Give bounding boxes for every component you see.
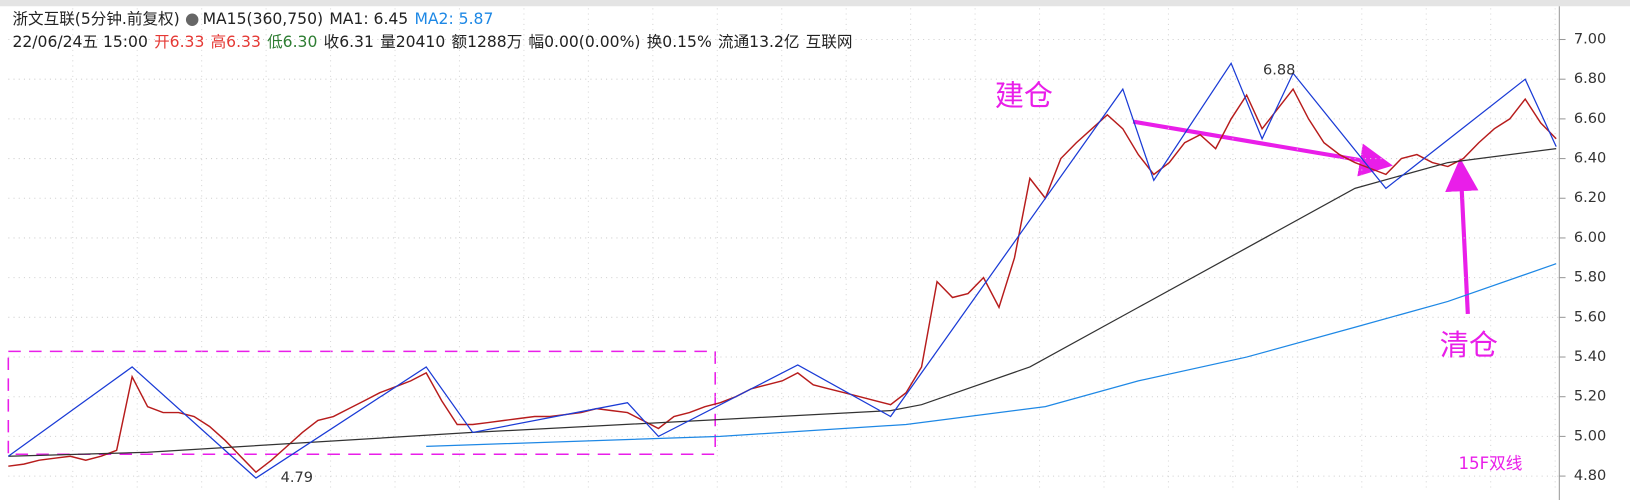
header-item: 开6.33 (154, 33, 204, 51)
header-item: 低6.30 (267, 33, 317, 51)
annotation: 建仓 (995, 79, 1053, 113)
y-tick-label: 5.80 (1574, 269, 1606, 286)
clear-arrow (1445, 158, 1479, 315)
info-icon (185, 13, 199, 26)
header-item: MA2: 5.87 (414, 10, 493, 28)
header-item: 22/06/24五 15:00 (12, 33, 147, 51)
y-tick-label: 5.40 (1574, 348, 1606, 365)
header-item: 流通13.2亿 (718, 33, 799, 51)
build-arrow (1132, 119, 1393, 177)
range-box (7, 350, 716, 456)
y-tick-label: 6.80 (1574, 70, 1606, 87)
series-zigzag (7, 61, 1557, 479)
header-item: MA15(360,750) (203, 10, 324, 28)
series-price (8, 87, 1557, 474)
y-tick-label: 4.80 (1574, 467, 1606, 484)
annotation: 6.88 (1263, 62, 1295, 79)
series-ma1 (8, 148, 1557, 457)
y-tick-label: 7.00 (1574, 31, 1606, 48)
y-tick-label: 6.00 (1574, 229, 1606, 246)
header-item: 互联网 (806, 33, 853, 51)
header-item: 换0.15% (647, 33, 712, 51)
annotation: 清仓 (1440, 328, 1498, 362)
series-ma2 (426, 263, 1557, 447)
annotation: 4.79 (281, 469, 313, 486)
y-tick-label: 5.00 (1574, 427, 1606, 444)
y-tick-label: 5.60 (1574, 308, 1606, 325)
header-item: 额1288万 (451, 33, 522, 51)
y-tick-label: 5.20 (1574, 388, 1606, 405)
tab-strip (0, 0, 1630, 7)
y-tick-label: 6.40 (1574, 150, 1606, 167)
annotation: 15F双线 (1458, 454, 1522, 473)
y-tick-label: 6.60 (1574, 110, 1606, 127)
header-item: MA1: 6.45 (329, 10, 408, 28)
y-tick-label: 6.20 (1574, 189, 1606, 206)
header-item: 收6.31 (324, 33, 374, 51)
header-item: 幅0.00(0.00%) (529, 33, 641, 51)
header-item: 浙文互联(5分钟.前复权) (12, 10, 179, 28)
header-item: 高6.33 (211, 33, 261, 51)
header-item: 量20410 (380, 33, 445, 51)
